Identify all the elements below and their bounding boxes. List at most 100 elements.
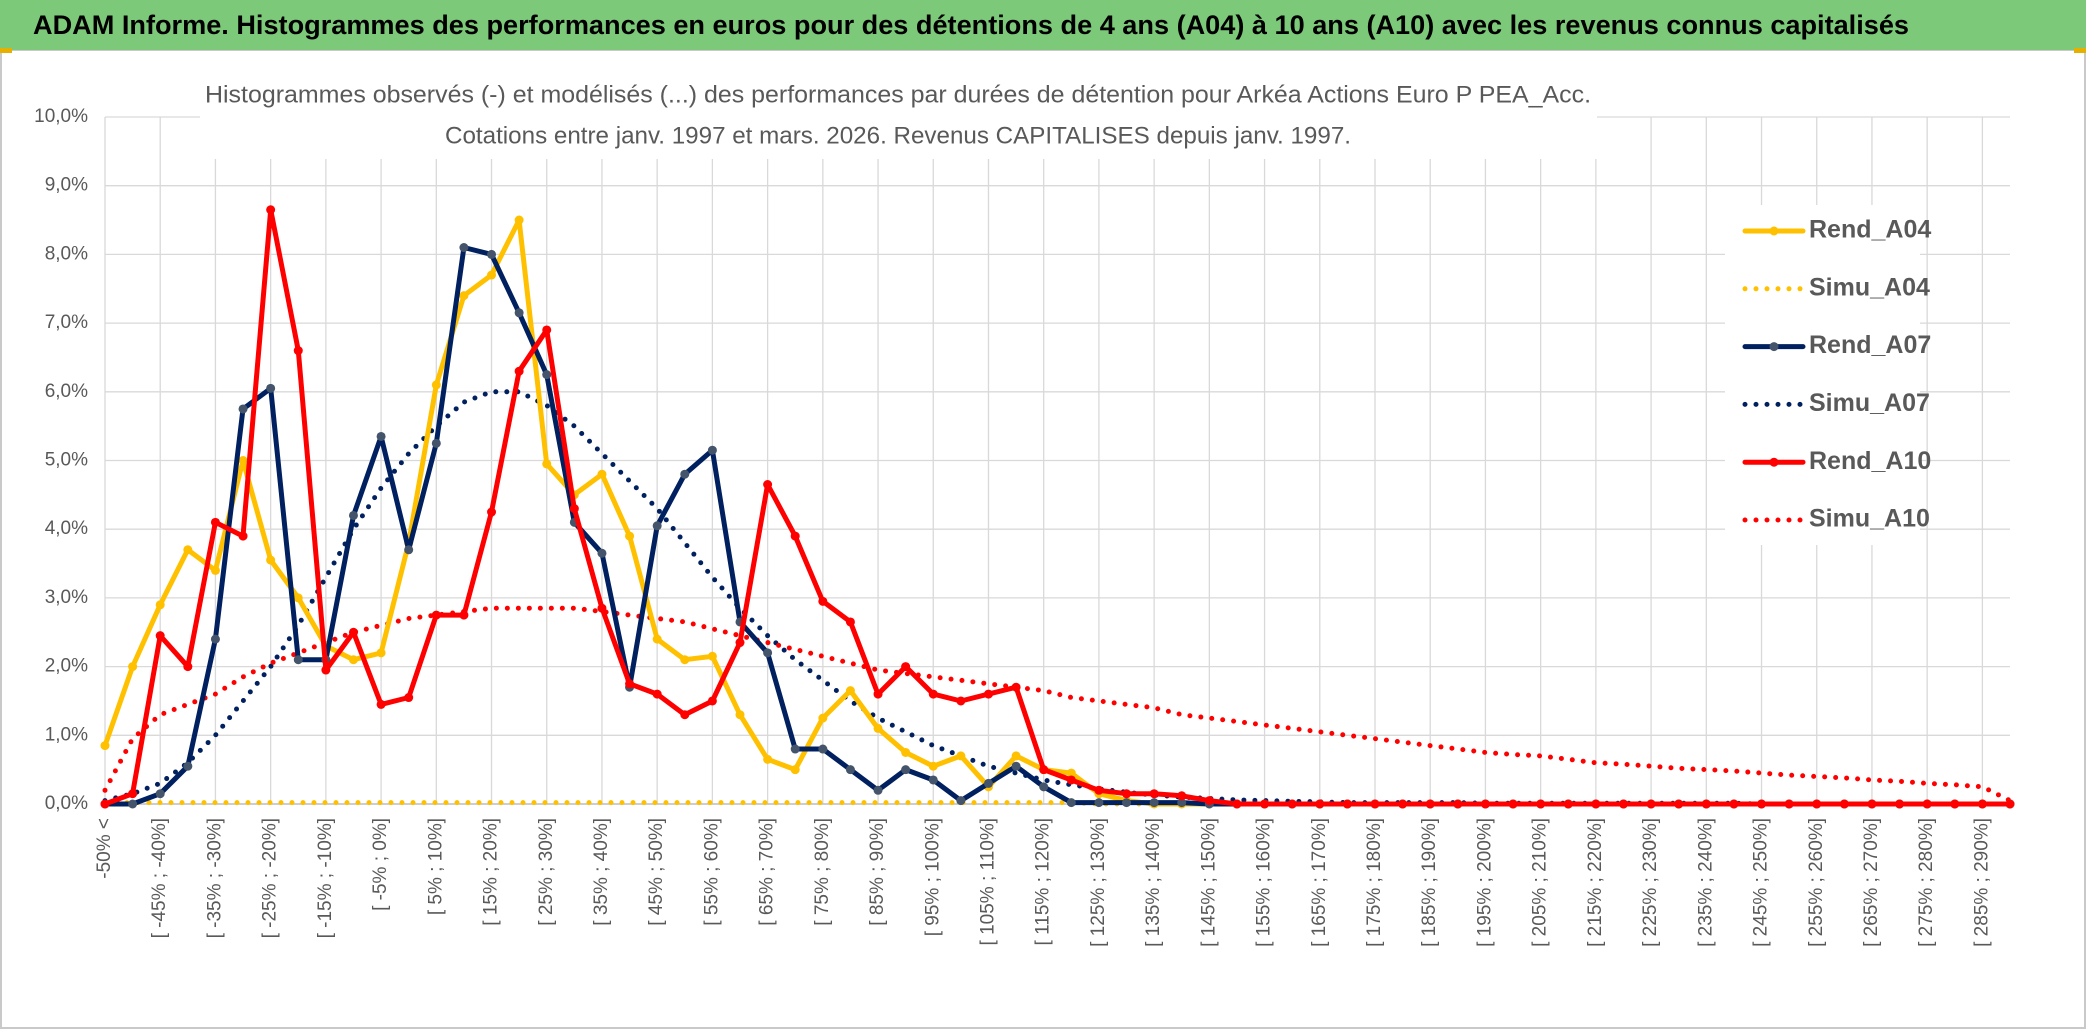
series-marker [1066, 768, 1076, 778]
series-marker [735, 710, 745, 720]
series-marker [266, 555, 276, 565]
series-marker [1950, 799, 1960, 809]
series-marker [597, 548, 607, 558]
series-marker [652, 634, 662, 644]
series-marker [845, 617, 855, 627]
series-marker [459, 610, 469, 620]
series-marker [210, 517, 220, 527]
series-marker [1839, 799, 1849, 809]
series-marker [680, 710, 690, 720]
series-marker [459, 291, 469, 301]
series-marker [1536, 799, 1546, 809]
x-tick-label: [ 65% ; 70%] [757, 818, 778, 926]
series-marker [1701, 799, 1711, 809]
series-marker [348, 627, 358, 637]
y-tick-label: 5,0% [45, 450, 88, 471]
y-tick-label: 9,0% [45, 175, 88, 196]
title-background [200, 77, 1597, 159]
x-tick-label: [ 275% ; 280%] [1916, 818, 1937, 947]
series-marker [845, 686, 855, 696]
series-marker [569, 504, 579, 514]
series-marker [266, 205, 276, 215]
x-tick-label: [ -5% ; 0%] [370, 818, 391, 911]
x-tick-label: [ 55% ; 60%] [701, 818, 722, 926]
series-marker [873, 723, 883, 733]
series-marker [404, 545, 414, 555]
legend-label: Simu_A04 [1809, 273, 1930, 301]
series-marker [487, 249, 497, 259]
x-tick-label: [ -35% ; -30%] [204, 818, 225, 938]
series-marker [1094, 798, 1104, 808]
x-tick-label: [ 215% ; 220%] [1585, 818, 1606, 947]
series-marker [210, 565, 220, 575]
series-marker [128, 662, 138, 672]
chart-title: Histogrammes observés (-) et modélisés (… [205, 81, 1591, 108]
series-marker [1757, 799, 1767, 809]
y-tick-label: 4,0% [45, 518, 88, 539]
y-tick-label: 7,0% [45, 312, 88, 333]
series-marker [818, 713, 828, 723]
x-tick-label: [ 75% ; 80%] [812, 818, 833, 926]
chart-subtitle: Cotations entre janv. 1997 et mars. 2026… [445, 122, 1351, 149]
x-tick-label: [ 25% ; 30%] [536, 818, 557, 926]
series-marker [128, 789, 138, 799]
x-tick-label: [ 255% ; 260%] [1806, 818, 1827, 947]
series-marker [348, 655, 358, 665]
series-marker [155, 631, 165, 641]
x-tick-label: [ 155% ; 160%] [1254, 818, 1275, 947]
x-tick-label: [ 85% ; 90%] [867, 818, 888, 926]
series-marker [1922, 799, 1932, 809]
series-marker [487, 507, 497, 517]
series-marker [514, 366, 524, 376]
series-marker [459, 243, 469, 253]
legend-marker [1769, 457, 1779, 467]
series-marker [1066, 798, 1076, 808]
legend-label: Rend_A10 [1809, 447, 1931, 475]
series-marker [1646, 799, 1656, 809]
series-marker [431, 438, 441, 448]
series-marker [1729, 799, 1739, 809]
x-tick-label: [ 205% ; 210%] [1530, 818, 1551, 947]
y-tick-label: 2,0% [45, 656, 88, 677]
series-marker [100, 799, 110, 809]
series-marker [983, 689, 993, 699]
series-marker [542, 370, 552, 380]
series-marker [625, 679, 635, 689]
series-marker [376, 648, 386, 658]
series-marker [155, 600, 165, 610]
legend-label: Rend_A07 [1809, 331, 1931, 359]
series-marker [1480, 799, 1490, 809]
series-marker [100, 741, 110, 751]
x-tick-label: [ 125% ; 130%] [1088, 818, 1109, 947]
series-marker [707, 651, 717, 661]
legend-label: Simu_A10 [1809, 505, 1930, 533]
x-tick-label: [ 235% ; 240%] [1695, 818, 1716, 947]
series-marker [1122, 798, 1132, 808]
series-marker [597, 469, 607, 479]
x-tick-label: [ 135% ; 140%] [1143, 818, 1164, 947]
x-tick-label: [ 15% ; 20%] [481, 818, 502, 926]
series-marker [238, 531, 248, 541]
series-marker [1591, 799, 1601, 809]
series-marker [652, 689, 662, 699]
series-marker [542, 459, 552, 469]
header-bar [0, 0, 2086, 50]
series-marker [1370, 799, 1380, 809]
series-marker [238, 404, 248, 414]
x-tick-label: [ 225% ; 230%] [1640, 818, 1661, 947]
series-marker [376, 699, 386, 709]
series-marker [238, 456, 248, 465]
x-tick-label: [ 245% ; 250%] [1751, 818, 1772, 947]
series-marker [1094, 785, 1104, 795]
corner [0, 48, 12, 53]
series-marker [873, 689, 883, 699]
series-marker [625, 531, 635, 541]
x-tick-label: [ 35% ; 40%] [591, 818, 612, 926]
legend-marker [1769, 226, 1779, 236]
series-marker [321, 665, 331, 675]
series-marker [597, 603, 607, 613]
x-tick-label: [ 285% ; 290%] [1971, 818, 1992, 947]
series-marker [1342, 799, 1352, 809]
x-tick-label: [ 45% ; 50%] [646, 818, 667, 926]
series-marker [735, 638, 745, 648]
